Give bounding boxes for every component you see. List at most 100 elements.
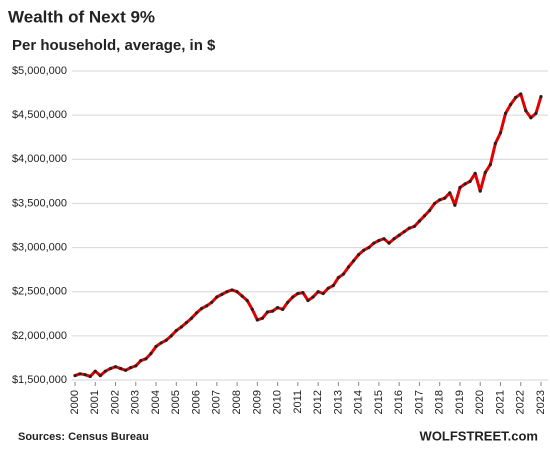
- data-point: [534, 111, 538, 115]
- data-point: [78, 372, 82, 376]
- x-tick-label: 2005: [170, 390, 182, 414]
- data-point: [422, 214, 427, 218]
- data-point: [362, 248, 366, 252]
- data-point: [240, 294, 244, 298]
- data-point: [407, 226, 411, 230]
- y-tick-label: $4,000,000: [12, 153, 67, 165]
- data-point: [270, 309, 275, 313]
- data-point: [463, 182, 467, 186]
- data-point: [306, 298, 310, 303]
- data-point: [276, 306, 280, 310]
- data-point: [296, 291, 300, 296]
- data-point: [412, 224, 416, 228]
- data-point: [336, 275, 340, 280]
- data-point: [83, 373, 87, 377]
- x-tick-label: 2013: [332, 390, 344, 414]
- x-tick-label: 2006: [190, 390, 202, 414]
- y-tick-label: $2,000,000: [12, 330, 67, 342]
- data-point: [225, 290, 229, 294]
- x-tick-label: 2020: [474, 390, 486, 414]
- data-point: [286, 300, 290, 304]
- data-point: [438, 198, 442, 202]
- y-tick-label: $2,500,000: [12, 286, 67, 298]
- data-point: [189, 316, 194, 320]
- data-point: [514, 95, 518, 100]
- data-point: [301, 290, 305, 295]
- y-tick-label: $1,500,000: [12, 374, 67, 386]
- data-point: [255, 318, 259, 322]
- data-point: [88, 374, 92, 379]
- data-point: [179, 325, 183, 329]
- x-tick-label: 2015: [373, 390, 385, 414]
- data-point: [473, 171, 477, 176]
- data-point: [488, 162, 492, 167]
- data-point: [103, 369, 107, 373]
- data-point: [93, 369, 97, 373]
- x-tick-label: 2019: [454, 390, 466, 414]
- x-tick-label: 2007: [211, 390, 223, 414]
- data-point: [291, 295, 295, 299]
- data-point: [169, 334, 173, 338]
- data-point: [539, 95, 543, 99]
- data-point: [498, 131, 503, 135]
- x-tick-label: 2018: [434, 390, 446, 414]
- data-point: [331, 283, 335, 288]
- data-point: [118, 366, 123, 371]
- data-point: [453, 203, 457, 207]
- data-point: [468, 179, 472, 183]
- chart-subtitle: Per household, average, in $: [12, 37, 216, 54]
- data-point: [372, 241, 376, 245]
- data-point: [265, 310, 270, 314]
- data-point: [367, 245, 371, 250]
- data-point: [154, 344, 158, 349]
- y-tick-label: $3,500,000: [12, 197, 67, 209]
- data-point: [357, 253, 361, 257]
- data-point: [245, 298, 249, 303]
- data-point: [321, 291, 325, 296]
- data-point: [503, 111, 508, 115]
- x-tick-label: 2003: [130, 390, 142, 414]
- data-point: [144, 357, 148, 361]
- data-point: [124, 368, 128, 372]
- x-tick-label: 2012: [312, 390, 324, 414]
- data-point: [493, 141, 498, 145]
- data-point: [230, 288, 234, 292]
- data-point: [519, 92, 523, 96]
- data-point: [184, 321, 189, 325]
- x-tick-label: 2014: [353, 390, 365, 414]
- data-point: [443, 196, 447, 200]
- data-point: [402, 230, 406, 234]
- x-tick-label: 2017: [413, 390, 425, 414]
- data-point: [194, 311, 199, 315]
- data-point: [346, 265, 351, 269]
- data-point: [483, 170, 487, 175]
- x-tick-label: 2001: [89, 390, 101, 414]
- data-point: [205, 304, 209, 308]
- x-tick-label: 2002: [109, 390, 121, 414]
- data-point: [351, 259, 356, 263]
- data-point: [215, 295, 219, 299]
- data-point: [250, 307, 254, 311]
- data-point: [427, 208, 432, 213]
- data-point: [73, 373, 77, 378]
- data-point: [174, 328, 178, 333]
- data-point: [200, 306, 204, 311]
- data-point: [235, 290, 239, 294]
- data-point: [382, 237, 386, 241]
- data-point: [311, 295, 315, 299]
- data-point: [281, 307, 285, 311]
- data-point: [478, 189, 482, 193]
- y-tick-label: $5,000,000: [12, 65, 67, 77]
- data-point: [448, 191, 452, 195]
- data-point: [129, 366, 133, 370]
- source: Sources: Census Bureau: [18, 431, 149, 443]
- data-point: [433, 201, 437, 206]
- x-tick-label: 2022: [515, 390, 527, 414]
- data-point: [260, 316, 265, 320]
- data-point: [113, 365, 118, 369]
- x-tick-label: 2009: [251, 390, 263, 414]
- data-point: [397, 233, 401, 237]
- x-tick-label: 2016: [393, 390, 405, 414]
- data-point: [529, 116, 533, 120]
